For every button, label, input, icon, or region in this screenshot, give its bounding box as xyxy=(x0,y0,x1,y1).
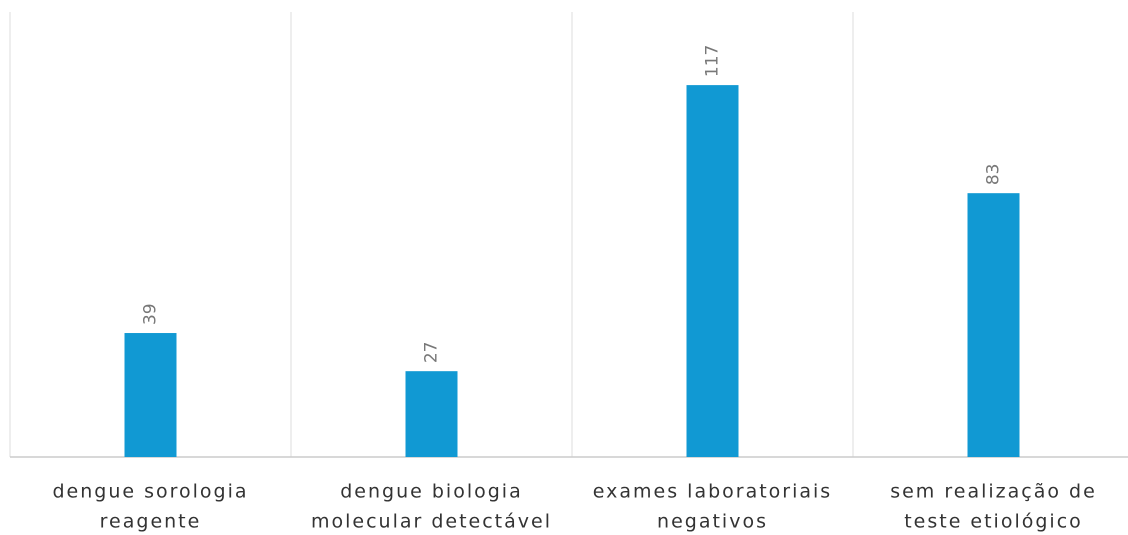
x-tick-label: negativos xyxy=(657,511,768,533)
x-tick-label: teste etiológico xyxy=(904,511,1083,533)
x-tick-label: molecular detectável xyxy=(311,511,552,533)
x-tick-label: dengue sorologia xyxy=(52,481,248,503)
bar xyxy=(405,371,458,457)
data-label: 27 xyxy=(422,342,442,364)
bar xyxy=(686,85,739,457)
data-label: 117 xyxy=(703,45,723,77)
bar xyxy=(967,193,1020,457)
x-tick-label: sem realização de xyxy=(890,481,1097,503)
data-label: 83 xyxy=(984,164,1004,186)
x-tick-label: reagente xyxy=(100,511,202,533)
data-label: 39 xyxy=(141,303,161,325)
bar xyxy=(124,333,177,457)
x-tick-label: exames laboratoriais xyxy=(593,481,832,503)
x-tick-label: dengue biologia xyxy=(340,481,522,503)
